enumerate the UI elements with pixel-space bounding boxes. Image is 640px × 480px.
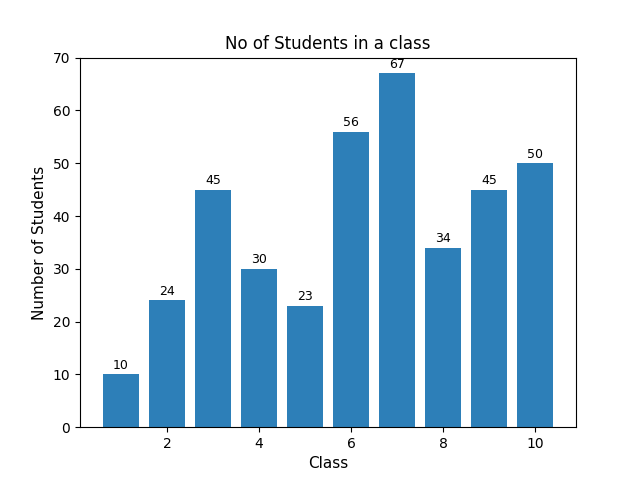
Bar [333,132,369,427]
Bar [241,269,277,427]
Y-axis label: Number of Students: Number of Students [32,165,47,320]
Text: 45: 45 [481,174,497,187]
Bar [148,300,186,427]
Text: 67: 67 [389,58,405,71]
Text: 56: 56 [343,116,359,129]
X-axis label: Class: Class [308,456,348,471]
Text: 45: 45 [205,174,221,187]
Text: 10: 10 [113,359,129,372]
Bar [102,374,140,427]
Text: 23: 23 [297,290,313,303]
Bar [379,73,415,427]
Text: 50: 50 [527,147,543,160]
Text: 34: 34 [435,232,451,245]
Bar [470,190,508,427]
Title: No of Students in a class: No of Students in a class [225,35,431,53]
Bar [516,163,554,427]
Text: 24: 24 [159,285,175,298]
Bar [287,306,323,427]
Bar [195,190,232,427]
Bar [424,248,461,427]
Text: 30: 30 [251,253,267,266]
